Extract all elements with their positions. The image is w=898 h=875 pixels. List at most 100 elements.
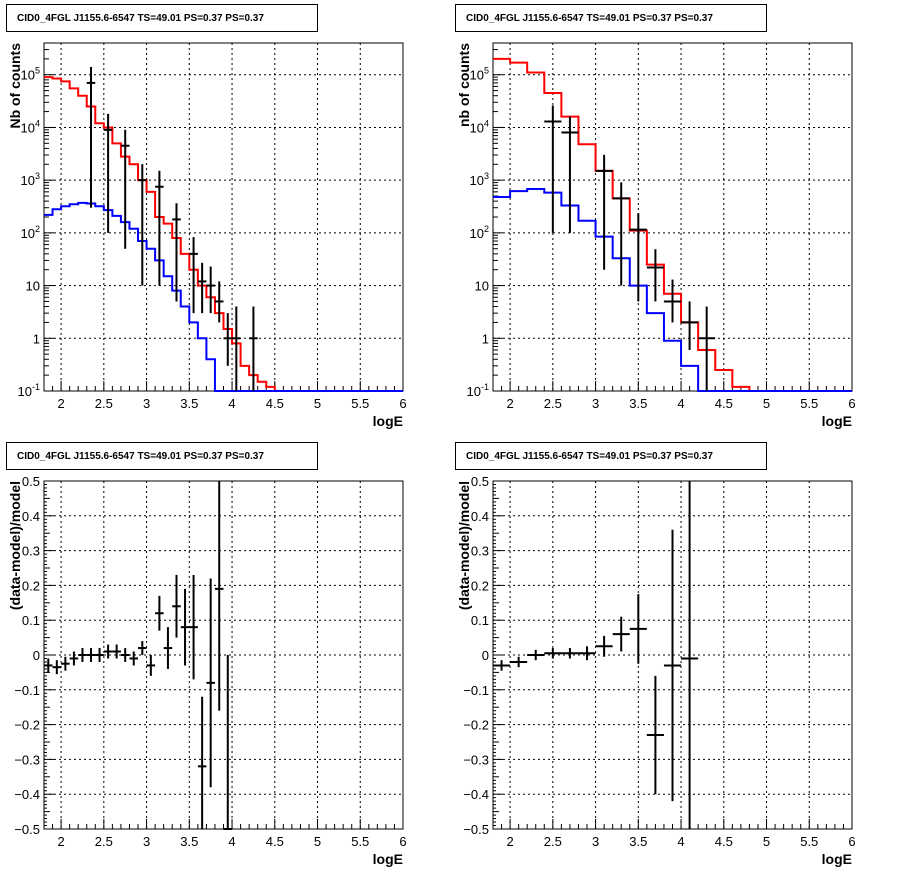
panel-title: CID0_4FGL J1155.6-6547 TS=49.01 PS=0.37 …: [455, 442, 767, 470]
x-tick-label: 6: [399, 834, 406, 849]
data-point: [544, 105, 562, 233]
x-axis-label: logE: [373, 851, 403, 867]
y-tick-label: 102: [470, 224, 489, 241]
data-point: [69, 651, 79, 666]
data-point: [214, 281, 224, 323]
data-point: [146, 655, 156, 676]
data-point: [612, 182, 630, 286]
data-point: [214, 481, 224, 711]
y-axis-ticks: 10-1 1 10 102 103 104 105: [18, 42, 54, 399]
plot-frame: [492, 42, 853, 392]
data-point: [44, 658, 53, 673]
data-point: [138, 164, 147, 286]
y-axis-label: (data-model)/model: [456, 481, 472, 610]
x-tick-label: 4.5: [266, 834, 284, 849]
chart-residuals-left: 2 2.5 3 3.5 4 4.5 5 5.5 6 −0.5 −0.4 −0.3 −0.2 −0.1 0 0.…: [7, 474, 407, 867]
x-tick-label: 2: [506, 396, 513, 411]
x-tick-label: 2: [57, 396, 64, 411]
data-point: [172, 203, 181, 302]
y-axis-label: nb of counts: [456, 43, 472, 127]
x-tick-label: 6: [848, 396, 855, 411]
x-tick-label: 6: [399, 396, 406, 411]
x-axis-ticks: 2 2.5 3 3.5 4 4.5 5 5.5 6: [492, 381, 856, 411]
x-axis-label: logE: [373, 413, 403, 429]
data-point: [578, 646, 596, 661]
data-point: [103, 113, 113, 233]
chart-residuals-right: 2 2.5 3 3.5 4 4.5 5 5.5 6 −0.5 −0.4 −0.3 −0.2 −0.1 0 0.…: [456, 474, 856, 867]
data-point: [95, 648, 104, 662]
y-tick-label: 0.3: [471, 544, 489, 559]
y-axis-label: (data-model)/model: [7, 481, 23, 610]
data-point: [510, 656, 528, 668]
y-tick-label: 103: [470, 171, 489, 188]
y-tick-label: 0.3: [22, 544, 40, 559]
data-point: [155, 170, 164, 286]
data-point: [155, 595, 164, 631]
y-axis-ticks: −0.5 −0.4 −0.3 −0.2 −0.1 0 0.1 0.2 0.3 0.4 0.5: [463, 474, 503, 837]
data-point: [698, 306, 716, 391]
data-point: [223, 655, 233, 830]
data-point: [138, 641, 147, 655]
y-tick-label: −0.1: [463, 683, 489, 698]
series-1: [44, 201, 403, 392]
model-total-line: [44, 76, 403, 392]
x-tick-label: 4: [677, 396, 684, 411]
x-tick-label: 3.5: [629, 396, 647, 411]
y-tick-label: 0: [33, 648, 40, 663]
data-point: [197, 262, 207, 314]
x-tick-label: 2.5: [544, 396, 562, 411]
x-tick-label: 3.5: [180, 834, 198, 849]
y-axis-label: Nb of counts: [7, 43, 23, 129]
series-0: [44, 76, 403, 392]
chart-counts-left: 2 2.5 3 3.5 4 4.5 5 5.5 6 10-1 1 10 102 103 104 105 logE…: [7, 42, 407, 429]
panel-title: CID0_4FGL J1155.6-6547 TS=49.01 PS=0.37 …: [6, 4, 318, 32]
y-tick-label: −0.2: [14, 718, 40, 733]
x-tick-label: 5: [763, 396, 770, 411]
data-point: [629, 213, 647, 302]
panel-title: CID0_4FGL J1155.6-6547 TS=49.01 PS=0.37 …: [6, 442, 318, 470]
x-tick-label: 5.5: [800, 834, 818, 849]
x-tick-label: 4.5: [715, 834, 733, 849]
y-tick-label: 0.2: [471, 578, 489, 593]
x-tick-label: 5.5: [351, 834, 369, 849]
y-tick-label: 0.5: [22, 474, 40, 489]
y-tick-label: −0.5: [463, 822, 489, 837]
x-axis-ticks: 2 2.5 3 3.5 4 4.5 5 5.5 6: [492, 819, 856, 849]
data-point: [663, 279, 682, 323]
x-tick-label: 2: [57, 834, 64, 849]
y-tick-label: −0.3: [14, 752, 40, 767]
x-tick-label: 2.5: [544, 834, 562, 849]
y-tick-label: 0.5: [471, 474, 489, 489]
y-tick-label: 1: [33, 331, 40, 346]
data-point: [206, 578, 215, 788]
x-tick-label: 5: [314, 834, 321, 849]
data-point: [129, 651, 139, 666]
data-point: [249, 306, 258, 391]
data-point: [86, 648, 96, 662]
data-point: [180, 588, 190, 666]
chart-counts-right: 2 2.5 3 3.5 4 4.5 5 5.5 6 10-1 1 10 102 103 104 105 logE…: [456, 42, 856, 429]
x-tick-label: 3: [143, 396, 150, 411]
data-point: [189, 574, 198, 680]
y-tick-label: −0.1: [14, 683, 40, 698]
data-point: [232, 306, 241, 391]
x-tick-label: 4: [228, 834, 235, 849]
y-tick-label: −0.4: [463, 787, 489, 802]
grid: [493, 43, 853, 392]
x-tick-label: 3: [592, 834, 599, 849]
y-tick-label: 10-1: [467, 382, 489, 399]
y-tick-label: 0.1: [471, 613, 489, 628]
y-tick-label: 0.4: [22, 509, 40, 524]
data-point: [561, 648, 579, 659]
x-tick-label: 2.5: [95, 834, 113, 849]
data-point: [112, 644, 121, 659]
data-point: [646, 675, 664, 795]
x-tick-label: 4.5: [266, 396, 284, 411]
data-point: [120, 648, 130, 662]
y-tick-label: 1: [482, 331, 489, 346]
x-tick-label: 3.5: [180, 396, 198, 411]
data-point: [612, 616, 630, 652]
panel-bottom-left: 2 2.5 3 3.5 4 4.5 5 5.5 6 −0.5 −0.4 −0.3 −0.2 −0.1 0 0.…: [0, 438, 449, 875]
y-tick-label: −0.2: [463, 718, 489, 733]
x-axis-ticks: 2 2.5 3 3.5 4 4.5 5 5.5 6: [43, 381, 407, 411]
